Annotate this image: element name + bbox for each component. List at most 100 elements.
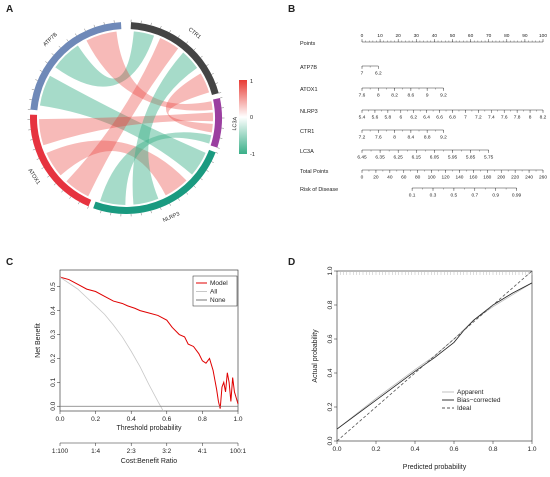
chord-link-atox1-lc3a	[39, 112, 213, 146]
nomogram-row-label-lc3a: LC3A	[300, 149, 314, 155]
x-tick-label: 0.8	[198, 416, 207, 423]
y-tick-label: 1.0	[327, 266, 334, 275]
secondary-tick-label: 4:1	[198, 448, 207, 455]
gene-arc-atp7b	[30, 22, 122, 111]
nomogram-tick-label-points: 40	[432, 33, 438, 39]
y-tick-label: 0.3	[50, 330, 57, 339]
nomogram-tick-label-atox1: 9.2	[440, 93, 447, 99]
secondary-tick-label: 1:100	[52, 448, 69, 455]
y-tick-label: 0.4	[50, 306, 57, 315]
nomogram-row-label-risk-of-disease: Risk of Disease	[300, 187, 338, 193]
y-axis-title: Net Benefit	[35, 323, 42, 358]
gene-arc-nlrp3	[93, 149, 216, 215]
chord-link-atp7b-lc3a	[86, 31, 213, 111]
x-tick-label: 0.2	[91, 416, 100, 423]
gene-label-lc3a: LC3A	[232, 116, 239, 130]
nomogram-row-label-atp7b: ATP7B	[300, 65, 317, 71]
gene-arc-tick	[160, 25, 162, 29]
nomogram-tick-label-nlrp3: 5.6	[372, 115, 379, 121]
legend-label-all: All	[210, 289, 218, 296]
gene-arc-tick	[200, 178, 203, 181]
x-tick-label: 0.0	[332, 446, 341, 453]
nomogram-tick-label-points: 30	[414, 33, 420, 39]
gene-arc-tick	[193, 48, 196, 51]
x-tick-label: 0.4	[410, 446, 419, 453]
nomogram-tick-label-total-points: 240	[525, 175, 533, 181]
nomogram-tick-label-nlrp3: 6.8	[449, 115, 456, 121]
gene-arc-tick	[193, 185, 196, 188]
nomogram-tick-label-total-points: 140	[455, 175, 463, 181]
legend-color-bar	[239, 80, 247, 154]
y-tick-label: 0.6	[327, 334, 334, 343]
nomogram-tick-label-ctr1: 9.2	[440, 135, 447, 141]
x-tick-label: 1.0	[233, 416, 242, 423]
nomogram-tick-label-points: 0	[361, 33, 364, 39]
nomogram-tick-label-total-points: 260	[539, 175, 547, 181]
gene-arc-tick	[186, 192, 189, 195]
gene-arc-tick	[206, 170, 209, 172]
panel-a-chord-diagram: CTR1 LC3A NLRP3 ATOX1 ATP7B 1 0 -1	[26, 19, 255, 224]
gene-arc-tick	[169, 30, 171, 33]
nomogram-tick-label-lc3a: 5.75	[484, 155, 494, 161]
gene-arc-tick	[36, 158, 40, 160]
gene-arc-tick	[211, 73, 214, 75]
nomogram-tick-label-atp7b: 7	[361, 71, 364, 77]
gene-arc-tick	[100, 210, 102, 214]
nomogram-tick-label-points: 90	[522, 33, 528, 39]
secondary-axis-title: Cost:Benefit Ratio	[121, 458, 178, 465]
gene-arc-tick	[29, 139, 33, 141]
gene-arc-tick	[78, 201, 80, 205]
nomogram-tick-label-atox1: 8.2	[391, 93, 398, 99]
nomogram-tick-label-total-points: 100	[428, 175, 436, 181]
nomogram-tick-label-ctr1: 8	[393, 135, 396, 141]
nomogram-tick-label-points: 80	[504, 33, 510, 39]
series-line-model	[59, 276, 239, 409]
nomogram-tick-label-risk-of-disease: 0.7	[471, 193, 478, 199]
nomogram-tick-label-nlrp3: 7.6	[501, 115, 508, 121]
chord-link-ctr1-lc3a	[165, 73, 213, 133]
nomogram-tick-label-nlrp3: 6	[399, 115, 402, 121]
nomogram-tick-label-points: 70	[486, 33, 492, 39]
y-tick-label: 0.8	[327, 300, 334, 309]
y-tick-label: 0.5	[50, 282, 57, 291]
gene-arc-tick	[160, 207, 162, 211]
plot-frame	[336, 270, 533, 442]
nomogram-tick-label-atp7b: 6.2	[375, 71, 382, 77]
nomogram-tick-label-lc3a: 6.25	[394, 155, 404, 161]
nomogram-tick-label-nlrp3: 7.4	[488, 115, 495, 121]
nomogram-tick-label-total-points: 220	[511, 175, 519, 181]
gene-arc-tick	[31, 89, 35, 91]
gene-arc-tick	[186, 41, 189, 44]
series-line-ideal	[336, 270, 533, 442]
nomogram-tick-label-points: 20	[396, 33, 402, 39]
gene-arc-tick	[103, 21, 105, 25]
gene-arc-tick	[39, 70, 43, 72]
gene-arc-tick	[45, 61, 48, 64]
legend-label-mid: 0	[250, 115, 253, 121]
nomogram-tick-label-atox1: 9	[426, 93, 429, 99]
gene-arc-tick	[206, 64, 209, 66]
gene-arc-lc3a	[210, 98, 222, 148]
nomogram-tick-label-nlrp3: 7.8	[514, 115, 521, 121]
gene-arc-tick	[150, 210, 152, 214]
gene-arc-tick	[84, 28, 86, 32]
gene-arc-tick	[35, 79, 38, 81]
nomogram-tick-label-risk-of-disease: 0.99	[512, 193, 522, 199]
y-tick-label: 0.1	[50, 377, 57, 386]
nomogram-tick-label-total-points: 160	[469, 175, 477, 181]
nomogram-tick-label-nlrp3: 7	[464, 115, 467, 121]
nomogram-row-label-atox1: ATOX1	[300, 87, 318, 93]
nomogram-tick-label-total-points: 80	[415, 175, 421, 181]
nomogram-tick-label-risk-of-disease: 0.5	[451, 193, 458, 199]
legend-label-min: -1	[250, 152, 255, 158]
gene-label-ctr1: CTR1	[187, 27, 202, 41]
panel-label-c: C	[6, 257, 14, 268]
panel-label-d: D	[288, 257, 296, 268]
gene-arc-atox1	[29, 114, 92, 207]
gene-arc-tick	[61, 190, 64, 193]
x-tick-label: 0.2	[371, 446, 380, 453]
chord-link-atox1-nlrp3	[46, 140, 187, 196]
nomogram-tick-label-ctr1: 7.2	[359, 135, 366, 141]
